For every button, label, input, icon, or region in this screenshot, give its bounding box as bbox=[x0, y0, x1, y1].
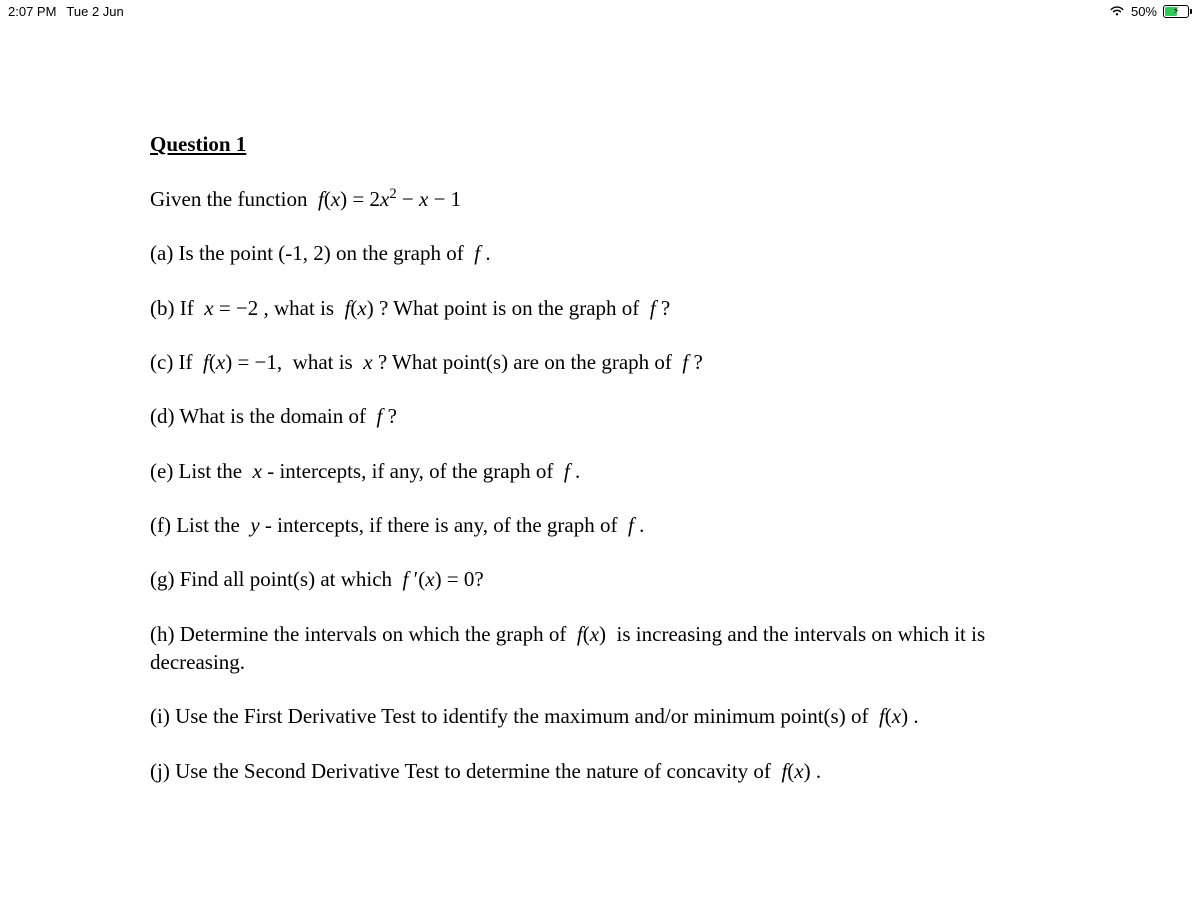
status-time: 2:07 PM bbox=[8, 4, 56, 19]
parts-container: (a) Is the point (-1, 2) on the graph of… bbox=[150, 239, 1050, 785]
question-part-e: (e) List the x - intercepts, if any, of … bbox=[150, 457, 1050, 485]
status-bar: 2:07 PM Tue 2 Jun 50% ⚡︎ bbox=[0, 0, 1200, 22]
question-part-c: (c) If f(x) = −1, what is x ? What point… bbox=[150, 348, 1050, 376]
question-part-f: (f) List the y - intercepts, if there is… bbox=[150, 511, 1050, 539]
question-part-i: (i) Use the First Derivative Test to ide… bbox=[150, 702, 1050, 730]
given-math: f(x) = 2x2 − x − 1 bbox=[318, 187, 461, 211]
charging-bolt-icon: ⚡︎ bbox=[1173, 7, 1179, 16]
question-title: Question 1 bbox=[150, 132, 1050, 157]
question-part-h: (h) Determine the intervals on which the… bbox=[150, 620, 1050, 677]
question-part-a: (a) Is the point (-1, 2) on the graph of… bbox=[150, 239, 1050, 267]
status-left: 2:07 PM Tue 2 Jun bbox=[8, 4, 124, 19]
question-part-b: (b) If x = −2 , what is f(x) ? What poin… bbox=[150, 294, 1050, 322]
document-page: Question 1 Given the function f(x) = 2x2… bbox=[0, 22, 1200, 900]
question-part-d: (d) What is the domain of f ? bbox=[150, 402, 1050, 430]
given-prefix: Given the function bbox=[150, 187, 318, 211]
battery-icon: ⚡︎ bbox=[1163, 5, 1192, 18]
question-part-j: (j) Use the Second Derivative Test to de… bbox=[150, 757, 1050, 785]
wifi-icon bbox=[1109, 5, 1125, 17]
given-line: Given the function f(x) = 2x2 − x − 1 bbox=[150, 185, 1050, 213]
question-part-g: (g) Find all point(s) at which f ′(x) = … bbox=[150, 565, 1050, 593]
status-right: 50% ⚡︎ bbox=[1109, 4, 1192, 19]
battery-percent: 50% bbox=[1131, 4, 1157, 19]
status-date: Tue 2 Jun bbox=[66, 4, 123, 19]
